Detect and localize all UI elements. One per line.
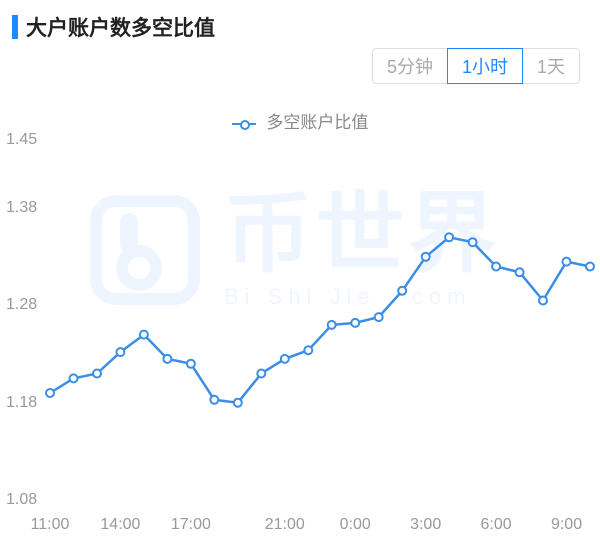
x-tick-label: 21:00 <box>265 516 305 534</box>
title-row: 大户账户数多空比值 <box>12 12 215 42</box>
title-accent-bar <box>12 15 18 39</box>
chart-card: 大户账户数多空比值 5分钟 1小时 1天 多空账户比值 币世界 Bi Shi J… <box>0 0 600 538</box>
legend: 多空账户比值 <box>0 108 600 133</box>
y-tick-label: 1.28 <box>6 296 37 314</box>
x-tick-label: 14:00 <box>100 516 140 534</box>
chart-area: 1.081.181.281.381.45 11:0014:0017:0021:0… <box>0 140 600 538</box>
x-tick-label: 17:00 <box>171 516 211 534</box>
y-tick-label: 1.45 <box>6 131 37 149</box>
legend-marker-icon <box>232 119 256 129</box>
time-seg-1hour[interactable]: 1小时 <box>447 48 523 84</box>
plot-region <box>50 140 590 500</box>
y-tick-label: 1.18 <box>6 394 37 412</box>
y-tick-label: 1.38 <box>6 199 37 217</box>
x-tick-label: 0:00 <box>340 516 371 534</box>
time-range-selector: 5分钟 1小时 1天 <box>372 48 580 84</box>
title-text: 大户账户数多空比值 <box>26 12 215 42</box>
legend-label: 多空账户比值 <box>266 113 368 132</box>
y-tick-label: 1.08 <box>6 491 37 509</box>
x-tick-label: 9:00 <box>551 516 582 534</box>
time-seg-1day[interactable]: 1天 <box>522 48 580 84</box>
x-tick-label: 11:00 <box>31 516 70 534</box>
x-tick-label: 3:00 <box>410 516 441 534</box>
time-seg-5min[interactable]: 5分钟 <box>372 48 448 84</box>
x-tick-label: 6:00 <box>481 516 512 534</box>
line-series <box>50 140 590 500</box>
